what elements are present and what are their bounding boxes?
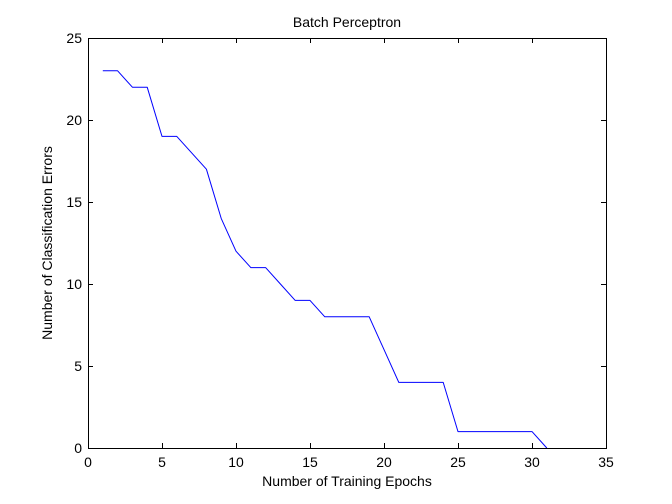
series-layer bbox=[102, 70, 548, 449]
tick-layer: 0 5 10 15 20 25 30 35 0 5 10 15 20 25 bbox=[66, 30, 614, 470]
x-tick-label: 10 bbox=[228, 454, 244, 470]
y-tick-label: 20 bbox=[66, 112, 82, 128]
x-tick-label: 35 bbox=[598, 454, 614, 470]
y-tick-label: 0 bbox=[74, 440, 82, 456]
axes-box bbox=[88, 38, 607, 449]
y-tick-label: 10 bbox=[66, 276, 82, 292]
x-tick-label: 0 bbox=[84, 454, 92, 470]
chart-title: Batch Perceptron bbox=[293, 14, 401, 30]
x-axis-title: Number of Training Epochs bbox=[262, 473, 432, 489]
x-tick-label: 15 bbox=[302, 454, 318, 470]
plot-area bbox=[88, 38, 606, 448]
y-tick-label: 25 bbox=[66, 30, 82, 46]
series-line bbox=[102, 70, 548, 449]
x-tick-label: 25 bbox=[450, 454, 466, 470]
x-tick-label: 30 bbox=[524, 454, 540, 470]
y-axis-title: Number of Classification Errors bbox=[39, 146, 55, 340]
x-tick-label: 20 bbox=[376, 454, 392, 470]
x-tick-label: 5 bbox=[158, 454, 166, 470]
y-tick-label: 15 bbox=[66, 194, 82, 210]
y-tick-label: 5 bbox=[74, 358, 82, 374]
